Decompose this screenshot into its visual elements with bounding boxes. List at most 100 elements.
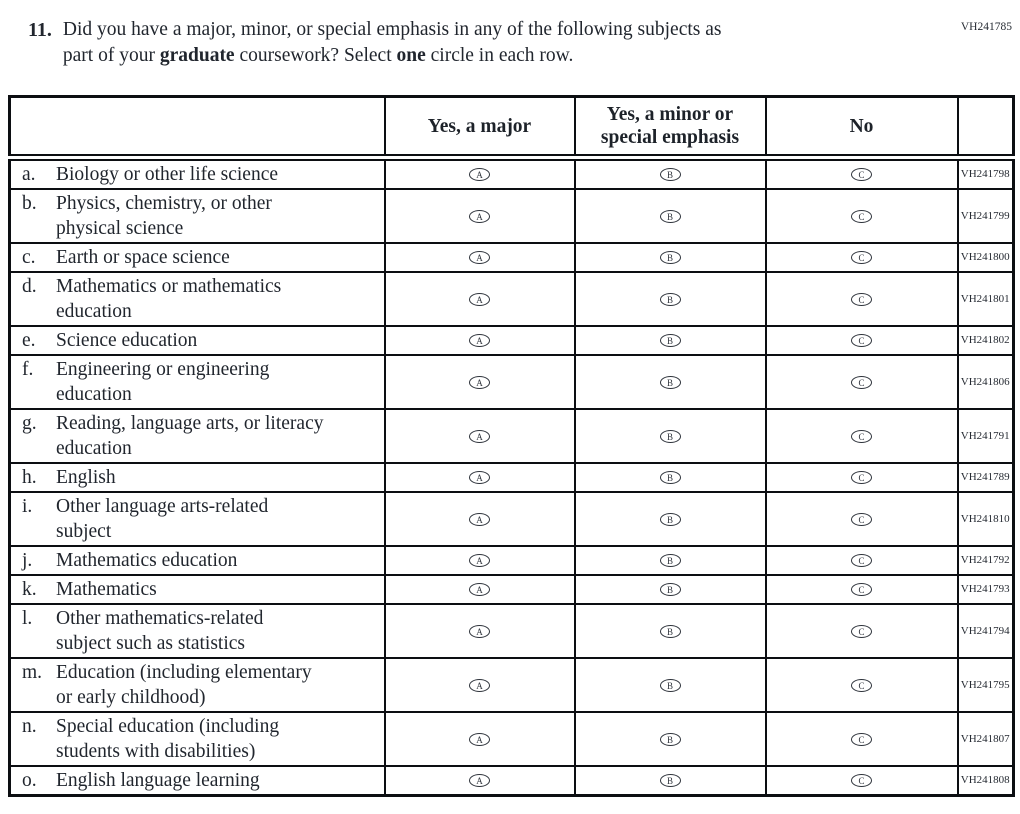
answer-bubble-b[interactable]: B xyxy=(659,471,681,485)
row-letter: b. xyxy=(22,193,37,214)
answer-bubble-a[interactable]: A xyxy=(469,168,490,182)
row-letter: a. xyxy=(22,164,36,185)
row-subject-cell: n. Special education (including students w… xyxy=(8,711,386,767)
answer-bubble-b[interactable]: B xyxy=(659,209,681,223)
row-subject-cell: l. Other mathematics-related subject such … xyxy=(8,603,386,659)
form-accession-code: VH241785 xyxy=(960,21,1012,33)
row-subject-label: Science education xyxy=(56,330,198,351)
answer-bubble-b[interactable]: B xyxy=(659,251,681,265)
option-cell-a: A xyxy=(383,354,576,410)
row-subject-label: Special education (including students wit… xyxy=(56,716,280,762)
table-row: d. Mathematics or mathematics education A B C… xyxy=(8,271,1015,327)
row-letter: d. xyxy=(22,276,37,297)
option-cell-b: B xyxy=(573,408,767,464)
table-row: i. Other language arts-related subject A B C V… xyxy=(8,491,1015,547)
option-cell-c: C xyxy=(764,574,959,605)
answer-bubble-a[interactable]: A xyxy=(469,429,490,443)
option-cell-a: A xyxy=(383,574,576,605)
answer-bubble-a[interactable]: A xyxy=(469,334,490,348)
answer-bubble-a[interactable]: A xyxy=(469,292,490,306)
answer-bubble-b[interactable]: B xyxy=(659,678,681,692)
option-cell-b: B xyxy=(573,574,767,605)
row-subject-cell: m. Education (including elementary or earl… xyxy=(8,657,386,713)
answer-bubble-a[interactable]: A xyxy=(469,678,490,692)
option-cell-b: B xyxy=(573,271,767,327)
row-letter: g. xyxy=(22,413,37,434)
answer-bubble-a[interactable]: A xyxy=(469,583,490,597)
option-cell-b: B xyxy=(573,545,767,576)
option-cell-a: A xyxy=(383,603,576,659)
answer-bubble-c[interactable]: C xyxy=(851,774,872,788)
answer-bubble-c[interactable]: C xyxy=(851,554,872,568)
answer-bubble-c[interactable]: C xyxy=(851,583,872,597)
option-cell-c: C xyxy=(764,657,959,713)
row-subject-cell: g. Reading, language arts, or literacy edu… xyxy=(8,408,386,464)
answer-bubble-b[interactable]: B xyxy=(659,554,681,568)
answer-bubble-a[interactable]: A xyxy=(469,554,490,568)
row-subject-cell: o. English language learning xyxy=(8,765,386,797)
table-row: o. English language learning A B C VH241808 xyxy=(8,765,1015,797)
row-letter: m. xyxy=(22,662,43,683)
row-letter: i. xyxy=(22,496,33,517)
row-subject-label: Mathematics or mathematics education xyxy=(56,276,282,322)
answer-bubble-a[interactable]: A xyxy=(469,512,490,526)
option-cell-b: B xyxy=(573,354,767,410)
answer-bubble-a[interactable]: A xyxy=(469,774,490,788)
option-cell-c: C xyxy=(764,408,959,464)
table-row: k. Mathematics A B C VH241793 xyxy=(8,574,1015,605)
answer-bubble-c[interactable]: C xyxy=(851,334,872,348)
answer-bubble-b[interactable]: B xyxy=(659,512,681,526)
answer-bubble-b[interactable]: B xyxy=(659,774,681,788)
answer-bubble-b[interactable]: B xyxy=(659,292,681,306)
answer-bubble-b[interactable]: B xyxy=(659,429,681,443)
option-cell-a: A xyxy=(383,545,576,576)
answer-bubble-b[interactable]: B xyxy=(659,168,681,182)
answer-bubble-c[interactable]: C xyxy=(851,292,872,306)
answer-bubble-c[interactable]: C xyxy=(851,209,872,223)
answer-bubble-a[interactable]: A xyxy=(469,732,490,746)
header-subject-column xyxy=(8,95,386,161)
answer-bubble-c[interactable]: C xyxy=(851,512,872,526)
answer-bubble-b[interactable]: B xyxy=(659,375,681,389)
answer-bubble-c[interactable]: C xyxy=(851,471,872,485)
option-cell-c: C xyxy=(764,711,959,767)
row-accession-code: VH241798 xyxy=(956,156,1015,190)
answer-bubble-a[interactable]: A xyxy=(469,624,490,638)
row-subject-cell: b. Physics, chemistry, or other physical s… xyxy=(8,188,386,244)
option-cell-a: A xyxy=(383,408,576,464)
answer-bubble-c[interactable]: C xyxy=(851,732,872,746)
row-accession-code: VH241791 xyxy=(956,408,1015,464)
answer-bubble-c[interactable]: C xyxy=(851,375,872,389)
answer-bubble-a[interactable]: A xyxy=(469,375,490,389)
question-number: 11. xyxy=(28,19,52,41)
row-accession-code: VH241793 xyxy=(956,574,1015,605)
row-subject-label: Other language arts-related subject xyxy=(56,496,269,542)
answer-bubble-c[interactable]: C xyxy=(851,429,872,443)
question-block: 11. Did you have a major, minor, or spec… xyxy=(28,17,1020,69)
option-cell-b: B xyxy=(573,765,767,797)
table-row: f. Engineering or engineering education A B C… xyxy=(8,354,1015,410)
option-cell-b: B xyxy=(573,657,767,713)
answer-bubble-c[interactable]: C xyxy=(851,168,872,182)
option-cell-b: B xyxy=(573,462,767,493)
answer-bubble-b[interactable]: B xyxy=(659,583,681,597)
option-cell-b: B xyxy=(573,325,767,356)
answer-bubble-b[interactable]: B xyxy=(659,334,681,348)
answer-bubble-a[interactable]: A xyxy=(469,209,490,223)
option-cell-c: C xyxy=(764,242,959,273)
option-cell-a: A xyxy=(383,491,576,547)
row-accession-code: VH241801 xyxy=(956,271,1015,327)
answer-bubble-b[interactable]: B xyxy=(659,624,681,638)
answer-bubble-c[interactable]: C xyxy=(851,624,872,638)
header-row: Yes, a major Yes, a minor or special emp… xyxy=(8,95,1015,161)
row-subject-label: English language learning xyxy=(56,770,260,791)
answer-bubble-b[interactable]: B xyxy=(659,732,681,746)
option-cell-a: A xyxy=(383,271,576,327)
answer-bubble-c[interactable]: C xyxy=(851,251,872,265)
answer-bubble-a[interactable]: A xyxy=(469,471,490,485)
question-line-2: part of your graduate coursework? Select… xyxy=(62,45,574,66)
option-cell-c: C xyxy=(764,188,959,244)
answer-bubble-a[interactable]: A xyxy=(469,251,490,265)
option-cell-b: B xyxy=(573,603,767,659)
answer-bubble-c[interactable]: C xyxy=(851,678,872,692)
